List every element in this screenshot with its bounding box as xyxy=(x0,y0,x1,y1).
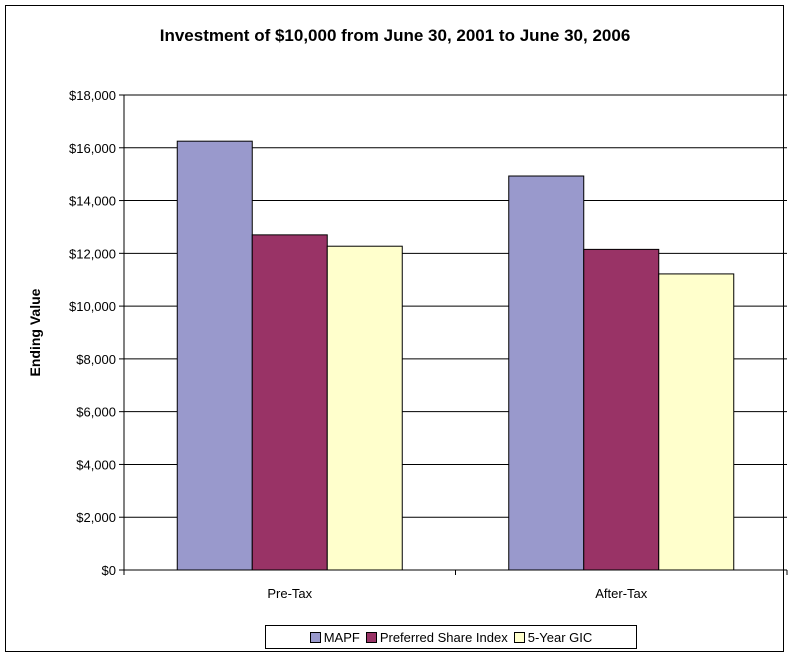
legend-swatch xyxy=(513,631,525,643)
y-tick-label: $6,000 xyxy=(76,405,116,420)
y-tick-label: $4,000 xyxy=(76,457,116,472)
y-tick-label: $18,000 xyxy=(69,88,116,103)
y-axis-label: Ending Value xyxy=(27,288,43,376)
bar-5-year-gic-after-tax xyxy=(658,273,735,571)
legend-swatch xyxy=(309,631,321,643)
y-tick-label: $14,000 xyxy=(69,194,116,209)
bar-5-year-gic-pre-tax xyxy=(326,245,403,571)
legend-item: Preferred Share Index xyxy=(365,629,508,645)
x-tick-label: After-Tax xyxy=(595,586,648,601)
chart-legend: MAPF Preferred Share Index 5-Year GIC xyxy=(265,625,637,649)
y-tick-label: $16,000 xyxy=(69,141,116,156)
bar-mapf-pre-tax xyxy=(176,140,253,571)
y-tick-label: $8,000 xyxy=(76,352,116,367)
legend-item: 5-Year GIC xyxy=(513,629,593,645)
legend-label: 5-Year GIC xyxy=(527,629,593,645)
y-tick-label: $12,000 xyxy=(69,246,116,261)
y-tick-label: $2,000 xyxy=(76,510,116,525)
legend-item: MAPF xyxy=(309,629,360,645)
bar-preferred-share-index-pre-tax xyxy=(251,234,328,571)
y-tick-label: $0 xyxy=(102,563,116,578)
legend-label: MAPF xyxy=(323,629,360,645)
bar-mapf-after-tax xyxy=(508,175,585,571)
legend-label: Preferred Share Index xyxy=(379,629,508,645)
chart-title: Investment of $10,000 from June 30, 2001… xyxy=(159,26,631,45)
y-tick-label: $10,000 xyxy=(69,299,116,314)
bar-preferred-share-index-after-tax xyxy=(583,248,660,571)
x-tick-label: Pre-Tax xyxy=(267,586,312,601)
legend-swatch xyxy=(365,631,377,643)
